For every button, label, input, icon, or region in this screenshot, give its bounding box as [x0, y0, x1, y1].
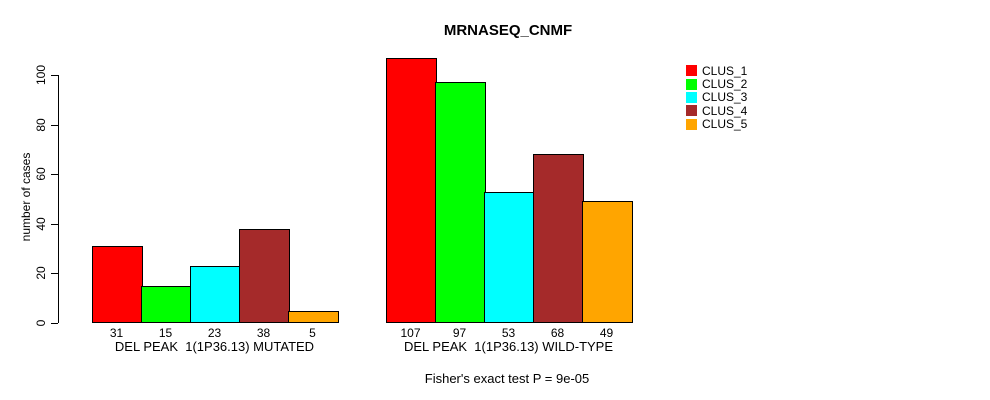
bar-clus_5-group-2 — [582, 201, 633, 323]
y-tick-label: 60 — [34, 167, 48, 181]
group-label: DEL PEAK 1(1P36.13) WILD-TYPE — [403, 339, 614, 354]
bar-clus_1-group-1 — [92, 246, 143, 323]
legend-item: CLUS_2 — [686, 77, 748, 92]
legend-swatch-icon — [686, 105, 697, 117]
legend-item: CLUS_1 — [686, 63, 748, 78]
y-tick — [51, 223, 58, 225]
y-axis-line — [58, 75, 59, 323]
legend-label: CLUS_1 — [702, 63, 748, 78]
legend: CLUS_1 CLUS_2 CLUS_3 CLUS_4 CLUS_5 — [686, 64, 747, 131]
y-tick-label: 0 — [34, 319, 48, 327]
annotation-text: Fisher's exact test P = 9e-05 — [424, 371, 590, 386]
legend-item: CLUS_3 — [686, 90, 748, 105]
chart-title: MRNASEQ_CNMF — [443, 22, 573, 39]
legend-item: CLUS_4 — [686, 103, 748, 118]
bar-clus_3-group-1 — [190, 265, 241, 323]
bar-value-label: 49 — [599, 326, 614, 340]
bar-clus_4-group-1 — [239, 228, 290, 323]
legend-swatch-icon — [686, 118, 697, 130]
y-tick — [51, 174, 58, 176]
bar-clus_2-group-2 — [435, 82, 486, 323]
bar-value-label: 38 — [256, 326, 271, 340]
bar-clus_3-group-2 — [484, 191, 535, 323]
legend-label: CLUS_3 — [702, 90, 748, 105]
y-tick-label: 20 — [34, 266, 48, 281]
legend-swatch-icon — [686, 65, 697, 77]
y-tick — [51, 75, 58, 76]
y-tick-label: 80 — [34, 117, 48, 132]
y-tick — [51, 323, 58, 324]
y-tick-label: 100 — [34, 64, 48, 86]
legend-swatch-icon — [686, 78, 697, 90]
legend-swatch-icon — [686, 91, 697, 103]
legend-item: CLUS_5 — [686, 117, 748, 132]
legend-label: CLUS_5 — [702, 117, 748, 132]
y-tick — [51, 273, 58, 275]
y-tick — [51, 124, 58, 126]
group-label: DEL PEAK 1(1P36.13) MUTATED — [114, 339, 315, 354]
y-tick-label: 40 — [34, 217, 48, 231]
bar-value-label: 68 — [550, 326, 565, 340]
legend-label: CLUS_2 — [702, 77, 748, 92]
bar-clus_2-group-1 — [141, 285, 192, 323]
bar-value-label: 15 — [158, 326, 173, 340]
bar-clus_4-group-2 — [533, 154, 584, 323]
bar-value-label: 53 — [501, 326, 516, 340]
bar-value-label: 107 — [400, 326, 421, 340]
bar-clus_1-group-2 — [386, 57, 437, 323]
bar-value-label: 31 — [109, 326, 124, 340]
bar-clus_5-group-1 — [288, 310, 339, 323]
bar-value-label: 23 — [207, 326, 222, 340]
bar-value-label: 5 — [309, 326, 316, 340]
y-axis-label: number of cases — [19, 152, 33, 242]
bar-value-label: 97 — [452, 326, 467, 340]
legend-label: CLUS_4 — [702, 103, 748, 118]
